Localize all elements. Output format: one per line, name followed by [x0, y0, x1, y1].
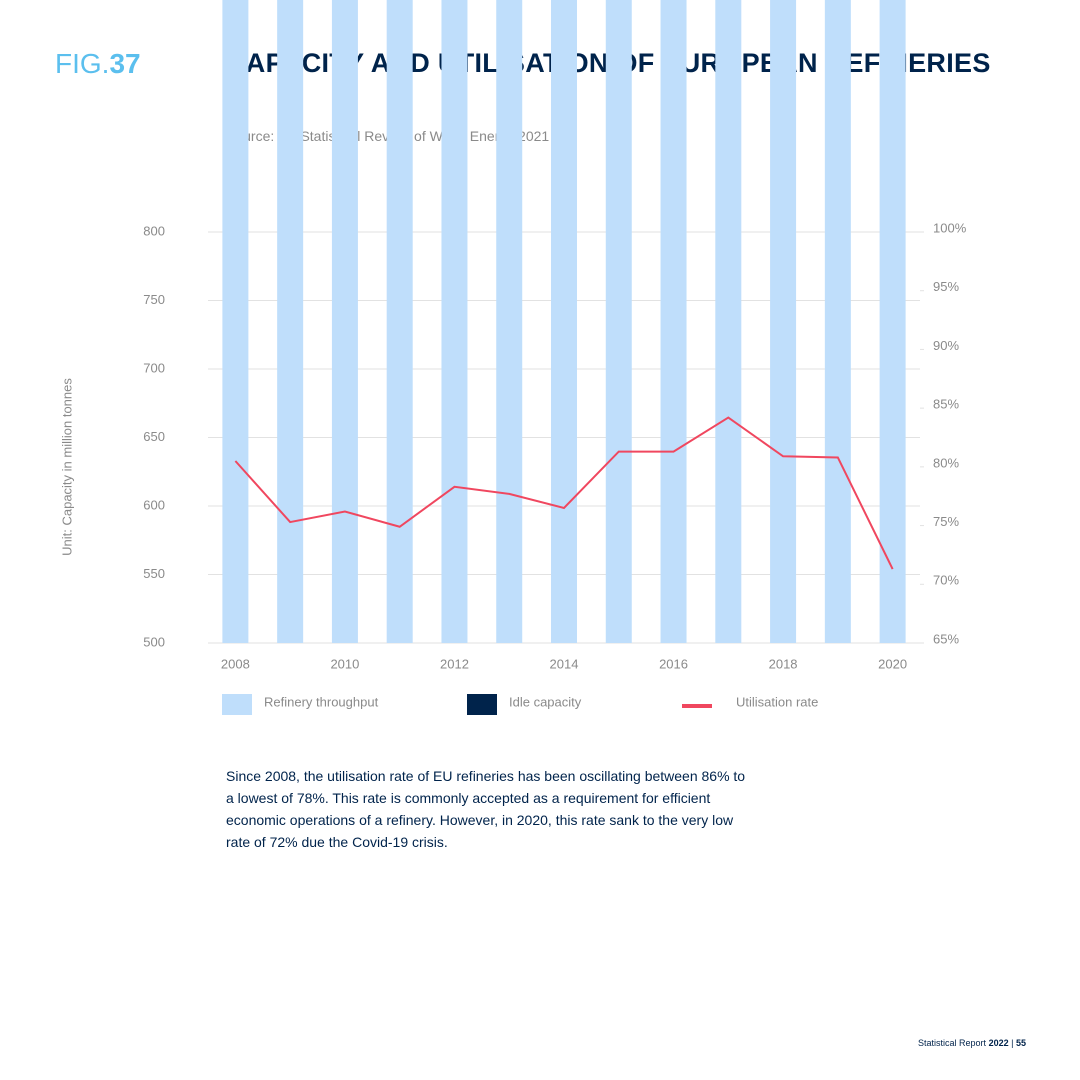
bar: [277, 0, 304, 643]
x-tick-label: 2010: [330, 656, 359, 671]
y-tick-label: 650: [143, 429, 165, 444]
y2-tick-label: 85%: [933, 397, 959, 412]
y2-tick-label: 75%: [933, 514, 959, 529]
x-tick-label: 2012: [440, 656, 469, 671]
legend-label: Utilisation rate: [736, 694, 818, 709]
x-tick-label: 2018: [769, 656, 798, 671]
footer-report: Statistical Report: [918, 1038, 987, 1048]
bar: [824, 0, 851, 643]
bar: [660, 0, 687, 643]
y2-tick-label: 90%: [933, 338, 959, 353]
y2-tick-label: 95%: [933, 279, 959, 294]
x-tick-label: 2020: [878, 656, 907, 671]
bar: [551, 0, 577, 644]
x-tick-label: 2008: [221, 656, 250, 671]
y2-tick-label: 100%: [933, 220, 967, 235]
y-tick-label: 750: [143, 292, 165, 307]
fig-number: 37: [109, 48, 141, 79]
bar: [715, 0, 742, 644]
y-tick-label: 600: [143, 497, 165, 512]
line: [234, 416, 894, 570]
y-tick-label: 800: [143, 223, 165, 238]
bar: [222, 0, 249, 644]
bar: [496, 0, 523, 644]
paragraph: Since 2008, the utilisation rate of EU r…: [226, 768, 746, 850]
bar: [441, 0, 468, 643]
fig-prefix: FIG.: [55, 48, 110, 79]
y2-tick-label: 65%: [933, 631, 959, 646]
legend-swatch: [222, 694, 252, 715]
bar: [386, 0, 413, 643]
bar: [770, 0, 797, 644]
legend-swatch: [467, 694, 497, 715]
x-tick-label: 2016: [659, 656, 688, 671]
x-tick-label: 2014: [550, 656, 579, 671]
bar: [331, 0, 358, 643]
y-tick-label: 500: [143, 634, 165, 649]
figure-label: FIG.37: [55, 48, 141, 80]
legend-label: Idle capacity: [509, 694, 582, 709]
y-tick-label: 700: [143, 360, 165, 375]
y2-tick-label: 80%: [933, 455, 959, 470]
legend-label: Refinery throughput: [264, 694, 379, 709]
footer-year: 2022: [988, 1038, 1009, 1048]
footer: Statistical Report 2022 | 55: [918, 1038, 1026, 1048]
bar: [605, 0, 632, 643]
y-axis-label: Unit: Capacity in million tonnes: [59, 378, 74, 556]
footer-page: 55: [1015, 1038, 1026, 1048]
footer-separator: |: [1011, 1038, 1014, 1048]
chart: Unit: Capacity in million tonnes 500 550 6…: [59, 0, 967, 715]
y-tick-label: 550: [143, 566, 165, 581]
y2-tick-label: 70%: [933, 573, 959, 588]
bar: [879, 0, 906, 643]
